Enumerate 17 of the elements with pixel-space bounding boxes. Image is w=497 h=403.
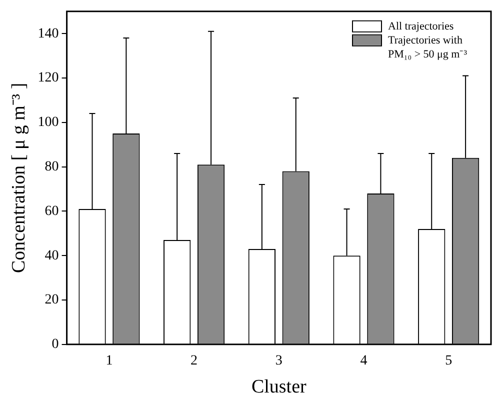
x-axis-title: Cluster [251, 376, 308, 398]
y-axis-title: Concentration [ μ g m⁻³ ] [8, 82, 30, 273]
y-tick-label: 120 [38, 70, 59, 86]
legend-label: Trajectories with PM₁₀ > 50 μg m⁻³ [388, 34, 468, 60]
x-tick-label: 4 [360, 353, 368, 368]
y-tick-label: 60 [44, 204, 59, 219]
x-tick-label: 3 [275, 353, 282, 368]
x-tick-label: 2 [190, 353, 198, 368]
x-tick-label: 1 [106, 353, 113, 368]
legend-label: All trajectories [388, 20, 454, 32]
y-tick-label: 80 [44, 159, 59, 174]
y-tick-label: 20 [44, 292, 59, 308]
y-tick-label: 40 [44, 248, 59, 264]
y-tick-label: 100 [38, 115, 59, 130]
y-tick-label: 0 [52, 337, 59, 352]
y-tick-label: 140 [38, 26, 59, 42]
x-tick-label: 5 [445, 353, 452, 368]
